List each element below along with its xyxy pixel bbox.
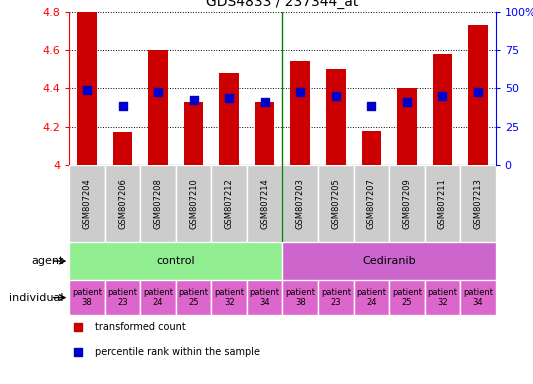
Text: patient
25: patient 25 — [392, 288, 422, 307]
Point — [74, 324, 82, 330]
Point — [154, 89, 163, 95]
Text: Cediranib: Cediranib — [362, 256, 416, 266]
Text: agent: agent — [31, 256, 64, 266]
Text: GSM807208: GSM807208 — [154, 178, 163, 229]
Text: patient
38: patient 38 — [285, 288, 315, 307]
Bar — [468, 25, 488, 165]
Text: GSM807213: GSM807213 — [473, 178, 482, 229]
Bar — [389, 165, 425, 242]
Bar — [105, 165, 140, 242]
Bar — [69, 280, 105, 315]
Point — [296, 89, 304, 95]
Text: percentile rank within the sample: percentile rank within the sample — [95, 347, 260, 358]
Bar — [425, 280, 460, 315]
Point — [474, 89, 482, 95]
Bar — [282, 242, 496, 280]
Text: GSM807204: GSM807204 — [83, 178, 92, 229]
Text: GSM807214: GSM807214 — [260, 178, 269, 229]
Text: transformed count: transformed count — [95, 322, 185, 333]
Text: patient
32: patient 32 — [214, 288, 244, 307]
Text: patient
24: patient 24 — [143, 288, 173, 307]
Text: patient
34: patient 34 — [250, 288, 280, 307]
Bar — [282, 280, 318, 315]
Text: patient
23: patient 23 — [321, 288, 351, 307]
Bar — [69, 165, 105, 242]
Bar — [326, 69, 345, 165]
Text: GSM807207: GSM807207 — [367, 178, 376, 229]
Text: patient
23: patient 23 — [108, 288, 138, 307]
Point — [83, 87, 91, 93]
Point — [189, 97, 198, 103]
Text: individual: individual — [10, 293, 64, 303]
Bar — [425, 165, 460, 242]
Bar — [176, 165, 212, 242]
Point — [438, 93, 447, 99]
Bar — [290, 61, 310, 165]
Bar — [212, 165, 247, 242]
Bar — [353, 280, 389, 315]
Title: GDS4833 / 237344_at: GDS4833 / 237344_at — [206, 0, 359, 9]
Point — [402, 99, 411, 105]
Bar — [140, 280, 176, 315]
Bar — [247, 280, 282, 315]
Bar — [255, 102, 274, 165]
Bar — [282, 165, 318, 242]
Bar — [77, 12, 97, 165]
Point — [332, 93, 340, 99]
Bar — [176, 280, 212, 315]
Bar — [433, 54, 452, 165]
Bar — [105, 280, 140, 315]
Text: GSM807203: GSM807203 — [296, 178, 305, 229]
Point — [225, 95, 233, 101]
Text: patient
25: patient 25 — [179, 288, 208, 307]
Bar — [113, 132, 132, 165]
Bar — [460, 165, 496, 242]
Text: GSM807212: GSM807212 — [225, 178, 233, 229]
Text: patient
32: patient 32 — [427, 288, 457, 307]
Bar — [220, 73, 239, 165]
Point — [367, 103, 376, 109]
Text: GSM807205: GSM807205 — [332, 178, 340, 229]
Bar — [140, 165, 176, 242]
Text: GSM807206: GSM807206 — [118, 178, 127, 229]
Text: GSM807209: GSM807209 — [402, 178, 411, 229]
Bar — [247, 165, 282, 242]
Text: control: control — [157, 256, 195, 266]
Bar — [397, 88, 417, 165]
Point — [261, 99, 269, 105]
Text: GSM807210: GSM807210 — [189, 178, 198, 229]
Bar — [212, 280, 247, 315]
Bar — [148, 50, 168, 165]
Bar — [389, 280, 425, 315]
Bar — [318, 165, 353, 242]
Bar — [184, 102, 204, 165]
Bar — [69, 242, 282, 280]
Bar — [353, 165, 389, 242]
Text: patient
38: patient 38 — [72, 288, 102, 307]
Bar — [361, 131, 381, 165]
Text: patient
24: patient 24 — [357, 288, 386, 307]
Point — [118, 103, 127, 109]
Point — [74, 349, 82, 356]
Bar — [460, 280, 496, 315]
Text: patient
34: patient 34 — [463, 288, 493, 307]
Bar — [318, 280, 353, 315]
Text: GSM807211: GSM807211 — [438, 178, 447, 229]
